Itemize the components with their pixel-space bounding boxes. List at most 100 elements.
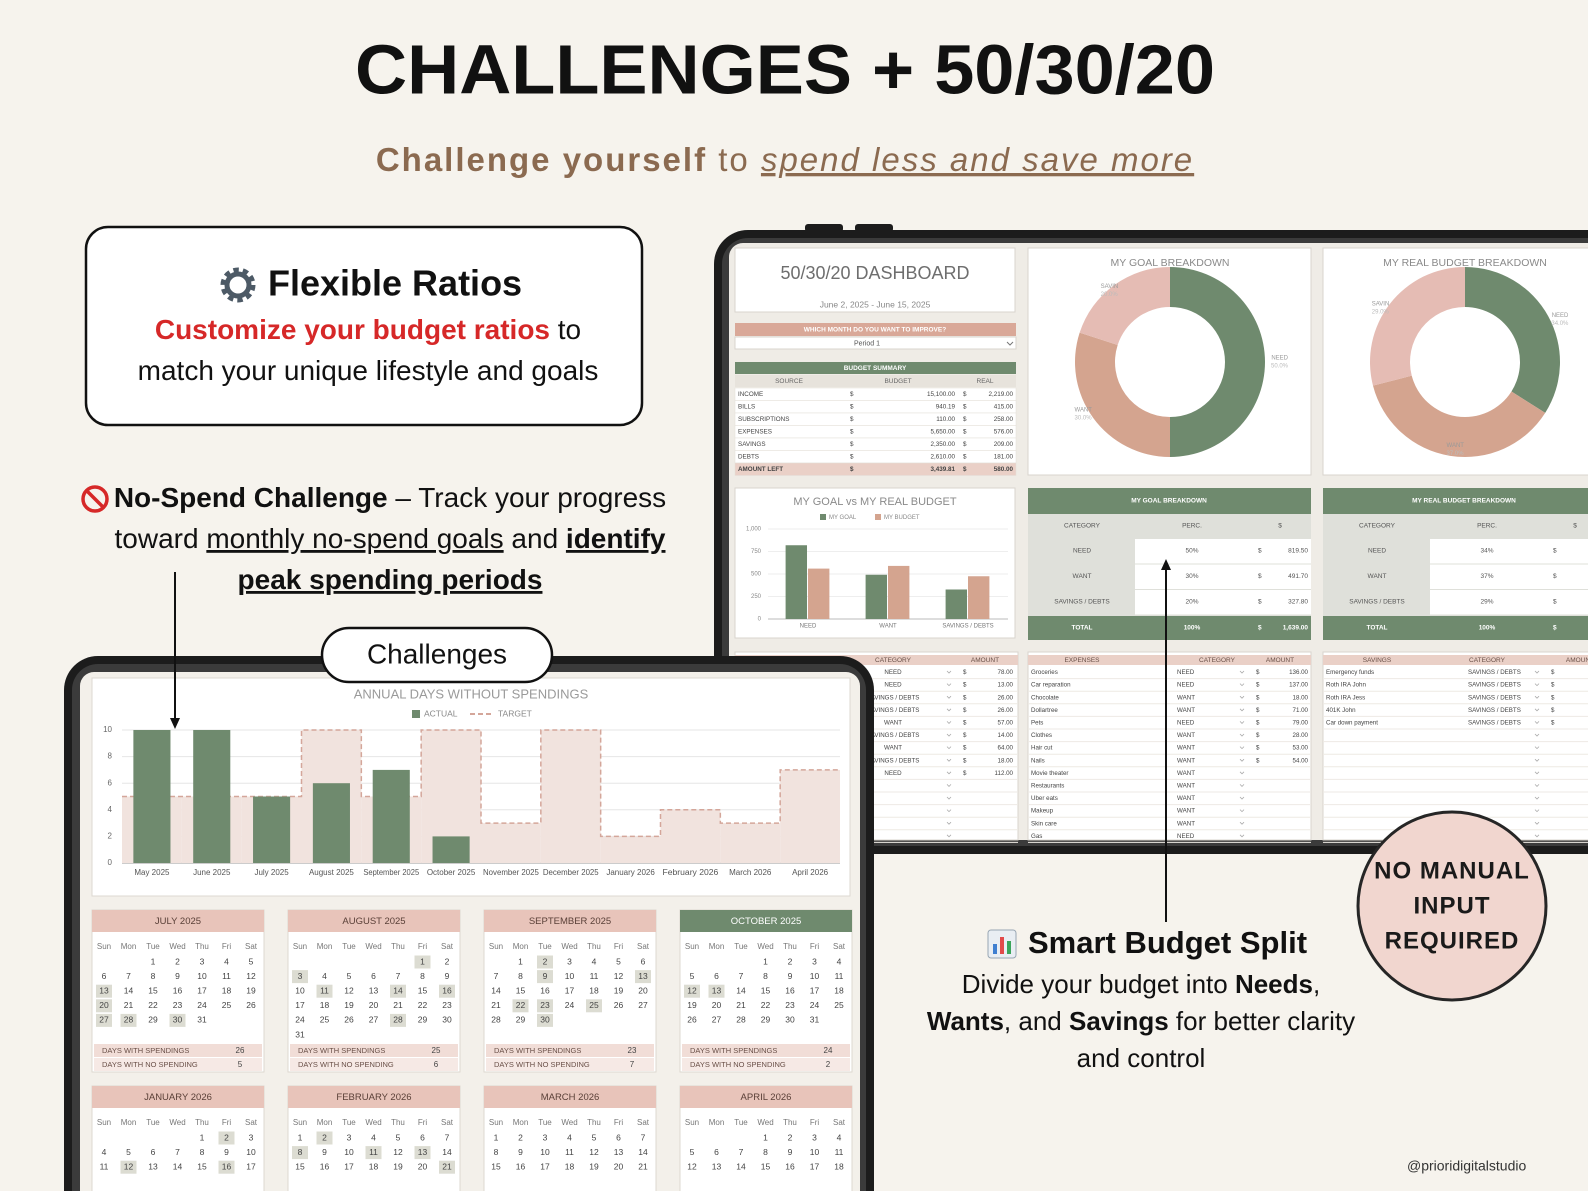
summary-value: 2 xyxy=(826,1060,831,1069)
calendar-header xyxy=(484,1086,656,1108)
label: 100% xyxy=(1184,625,1201,632)
text-line: toward monthly no-spend goals and identi… xyxy=(115,523,666,554)
day: 8 xyxy=(763,1147,768,1157)
day: 2 xyxy=(224,1132,229,1142)
legend-label: TARGET xyxy=(498,708,532,718)
label: 15,100.00 xyxy=(927,391,956,398)
dropdown-arrow xyxy=(946,733,952,737)
day: 13 xyxy=(369,985,379,995)
cell xyxy=(1545,590,1588,615)
day: 22 xyxy=(761,1000,771,1010)
day: 16 xyxy=(785,1161,795,1171)
day: 10 xyxy=(295,985,305,995)
cell xyxy=(734,336,1017,350)
target-line xyxy=(122,729,840,838)
slice-value: 50.0% xyxy=(1271,364,1289,370)
no-spend-day xyxy=(708,984,725,998)
weekday: Thu xyxy=(195,1118,209,1127)
label: SAVINGS / DEBTS xyxy=(1468,669,1521,676)
day: 17 xyxy=(295,1000,305,1010)
label: WANT xyxy=(1368,573,1387,580)
day: 14 xyxy=(736,985,746,995)
dropdown-arrow xyxy=(1534,708,1540,712)
weekday: Fri xyxy=(418,942,428,951)
text-span: , xyxy=(1313,969,1320,999)
label: 112.00 xyxy=(995,770,1014,777)
day: 11 xyxy=(835,971,844,981)
day: 27 xyxy=(712,1015,722,1025)
tab-label[interactable]: Challenges xyxy=(367,638,507,669)
y-tick-label: 750 xyxy=(751,549,762,555)
cell xyxy=(735,362,1016,374)
day: 12 xyxy=(344,985,354,995)
chart-title: MY GOAL vs MY REAL BUDGET xyxy=(793,496,956,508)
day: 31 xyxy=(295,1029,305,1039)
label: SAVINGS / DEBTS xyxy=(1468,720,1521,727)
day: 7 xyxy=(739,1147,744,1157)
dropdown-arrow xyxy=(1534,721,1540,724)
day: 29 xyxy=(148,1015,158,1025)
weekday: Sat xyxy=(637,942,650,951)
label: NEED xyxy=(884,770,902,777)
day: 9 xyxy=(322,1147,327,1157)
day: 5 xyxy=(347,971,352,981)
dropdown-arrow xyxy=(1239,695,1245,699)
label: SAVINGS / DEBTS xyxy=(1349,599,1405,606)
day: 14 xyxy=(393,985,403,995)
no-spend-day xyxy=(390,1013,406,1027)
day: 20 xyxy=(369,1000,379,1010)
y-tick-label: 500 xyxy=(751,572,762,578)
dropdown-arrow xyxy=(1534,670,1540,674)
day: 16 xyxy=(173,985,183,995)
day: 20 xyxy=(99,1000,109,1010)
dropdown-arrow xyxy=(1239,834,1245,838)
day: 8 xyxy=(200,1147,205,1157)
weekday: Sun xyxy=(97,942,111,951)
day: 31 xyxy=(197,1015,207,1025)
dropdown-arrow xyxy=(1534,758,1540,762)
label: 20% xyxy=(1185,599,1198,606)
day: 26 xyxy=(344,1015,354,1025)
label: $ xyxy=(963,454,967,461)
day: 12 xyxy=(589,1147,599,1157)
label: 2,610.00 xyxy=(930,454,955,461)
day: 13 xyxy=(712,1161,722,1171)
day: 28 xyxy=(491,1015,501,1025)
label: Emergency funds xyxy=(1326,669,1374,676)
weekday: Tue xyxy=(734,1118,748,1127)
day: 3 xyxy=(812,956,817,966)
day: 23 xyxy=(540,1000,550,1010)
bar xyxy=(785,545,807,619)
dropdown-arrow xyxy=(1534,683,1540,687)
cell xyxy=(1250,539,1311,564)
label: PERC. xyxy=(1477,523,1497,530)
day: 18 xyxy=(222,985,232,995)
label: $ xyxy=(1258,548,1262,555)
text-span: monthly no-spend goals xyxy=(206,523,503,554)
dropdown-arrow xyxy=(1239,746,1245,750)
label: $ xyxy=(963,429,967,436)
summary-row xyxy=(94,1058,262,1071)
weekday: Wed xyxy=(757,1118,773,1127)
day: 4 xyxy=(371,1132,376,1142)
label: 209.00 xyxy=(994,441,1014,448)
day: 11 xyxy=(100,1161,109,1171)
cell xyxy=(735,375,1016,387)
day: 29 xyxy=(418,1015,428,1025)
label: WANT xyxy=(884,745,902,752)
weekday: Sun xyxy=(489,1118,503,1127)
label: 576.00 xyxy=(994,429,1014,436)
label: $ xyxy=(1553,573,1557,580)
y-tick-label: 10 xyxy=(103,725,112,734)
weekday: Sun xyxy=(685,1118,699,1127)
tab[interactable] xyxy=(320,626,554,684)
dropdown-arrow xyxy=(1534,834,1540,838)
badge xyxy=(1356,810,1548,1002)
day: 25 xyxy=(834,1000,844,1010)
day: 19 xyxy=(589,1161,599,1171)
day: 15 xyxy=(197,1161,207,1171)
dashboard-title: 50/30/20 DASHBOARD xyxy=(780,263,969,283)
day: 18 xyxy=(320,1000,330,1010)
no-spend-day xyxy=(414,1146,431,1160)
